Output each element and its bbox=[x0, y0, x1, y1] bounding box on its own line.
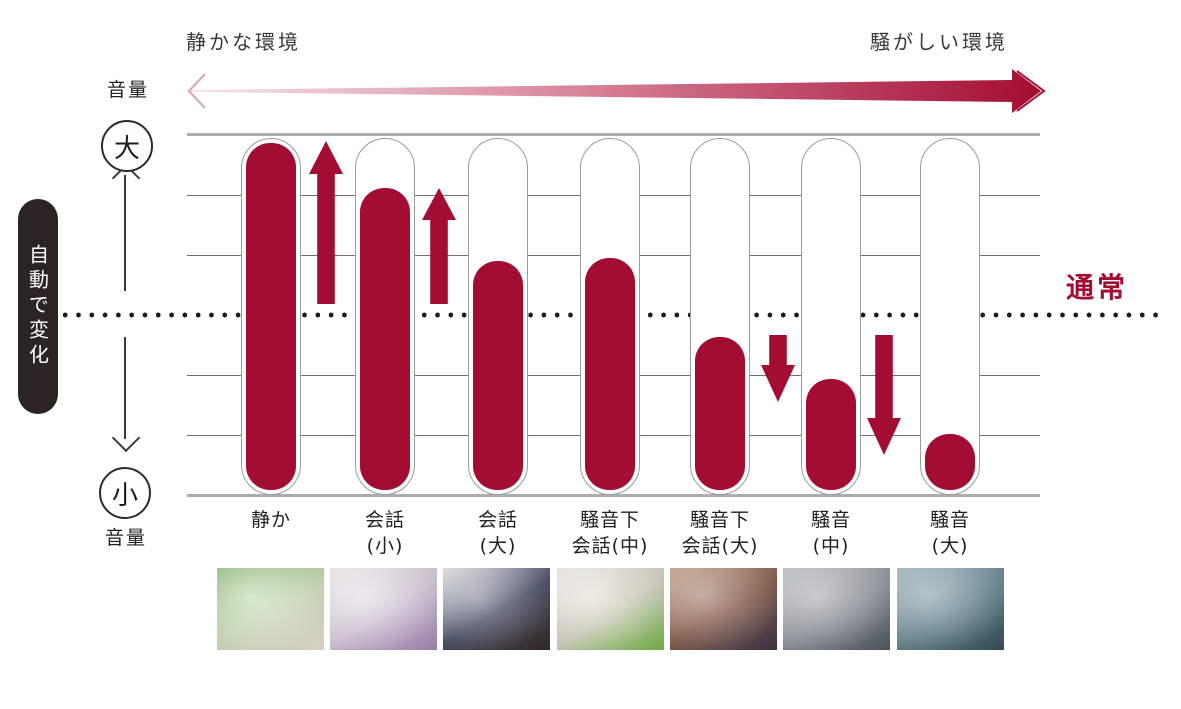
volume-fill bbox=[806, 378, 856, 490]
quiet-environment-label: 静かな環境 bbox=[186, 30, 301, 54]
volume-tube bbox=[241, 138, 301, 495]
volume-axis-line-lower bbox=[124, 337, 126, 439]
category-label: 騒音 (中) bbox=[810, 509, 851, 557]
auto-change-badge: 自動で変化 bbox=[18, 199, 58, 414]
photo-crowd bbox=[897, 568, 1004, 650]
normal-label: 通常 bbox=[1066, 271, 1129, 304]
photo-tea-chat bbox=[330, 568, 437, 650]
volume-min-circle: 小 bbox=[99, 467, 151, 519]
adjust-arrow-up-large bbox=[309, 141, 343, 304]
category-label: 騒音下 会話(中) bbox=[571, 509, 649, 557]
category-label: 騒音 (大) bbox=[929, 509, 970, 557]
volume-fill bbox=[360, 188, 410, 490]
noisy-environment-label: 騒がしい環境 bbox=[870, 30, 1008, 54]
category-label: 会話 (小) bbox=[364, 509, 405, 557]
photo-station-walk bbox=[783, 568, 890, 650]
volume-fill bbox=[246, 143, 296, 490]
photo-store-checkout bbox=[557, 568, 664, 650]
adjust-arrow-down-small bbox=[761, 335, 795, 402]
grid-bottom-line bbox=[187, 494, 1040, 497]
adjust-arrow-down-large bbox=[867, 335, 901, 455]
volume-max-text: 大 bbox=[113, 133, 140, 164]
volume-fill bbox=[473, 260, 523, 490]
environment-gradient-arrow-icon bbox=[187, 69, 1046, 113]
volume-tube bbox=[468, 138, 528, 495]
category-label: 騒音下 会話(大) bbox=[681, 509, 759, 557]
volume-min-text: 小 bbox=[111, 480, 138, 511]
volume-fill bbox=[695, 337, 745, 490]
down-arrowhead-icon bbox=[111, 423, 141, 453]
volume-tube bbox=[355, 138, 415, 495]
photo-restaurant bbox=[670, 568, 777, 650]
volume-fill bbox=[925, 434, 975, 490]
volume-label-bottom: 音量 bbox=[104, 527, 147, 549]
volume-label-top: 音量 bbox=[106, 79, 149, 101]
volume-tube bbox=[580, 138, 640, 495]
volume-fill bbox=[585, 257, 635, 490]
volume-tube bbox=[801, 138, 861, 495]
photo-meeting bbox=[443, 568, 550, 650]
adjust-arrow-up-small bbox=[422, 188, 456, 304]
volume-tube bbox=[920, 138, 980, 495]
volume-axis-line-upper bbox=[124, 175, 126, 291]
category-label: 静か bbox=[250, 509, 291, 531]
volume-tube bbox=[690, 138, 750, 495]
volume-max-circle: 大 bbox=[101, 120, 153, 172]
category-label: 会話 (大) bbox=[477, 509, 518, 557]
photo-quiet-stroll bbox=[217, 568, 324, 650]
grid-top-line bbox=[187, 133, 1040, 136]
